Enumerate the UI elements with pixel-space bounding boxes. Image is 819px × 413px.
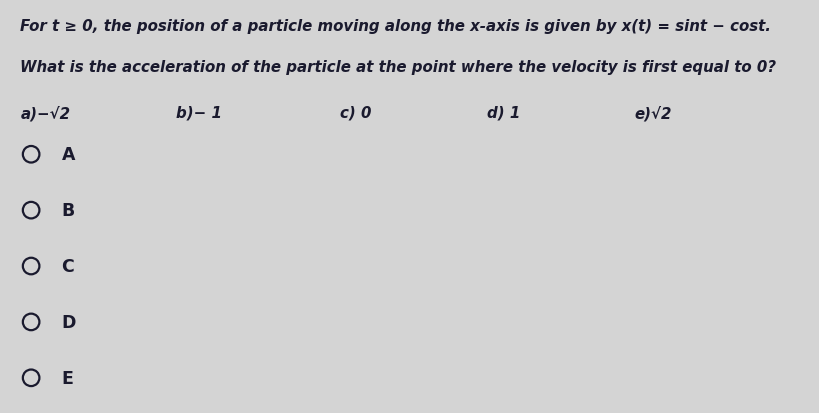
- Text: B: B: [61, 202, 75, 220]
- Text: What is the acceleration of the particle at the point where the velocity is firs: What is the acceleration of the particle…: [20, 60, 776, 75]
- Text: For t ≥ 0, the position of a particle moving along the x-axis is given by x(t) =: For t ≥ 0, the position of a particle mo…: [20, 19, 771, 33]
- Text: b)− 1: b)− 1: [176, 105, 222, 120]
- Text: e)√2: e)√2: [635, 105, 672, 121]
- Text: d) 1: d) 1: [487, 105, 521, 120]
- Text: c) 0: c) 0: [340, 105, 371, 120]
- Text: E: E: [61, 369, 73, 387]
- Text: D: D: [61, 313, 76, 331]
- Text: C: C: [61, 257, 75, 275]
- Text: a)−√2: a)−√2: [20, 105, 70, 121]
- Text: A: A: [61, 146, 75, 164]
